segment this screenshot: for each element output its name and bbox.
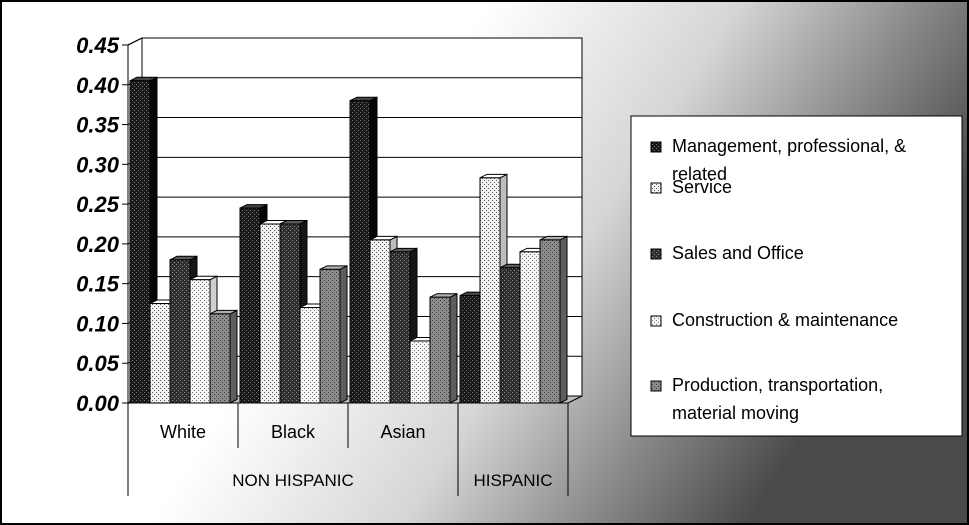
y-tick-label: 0.00	[76, 391, 120, 416]
category-label: White	[160, 422, 206, 442]
legend-swatch	[650, 141, 662, 153]
group-label: NON HISPANIC	[232, 471, 354, 490]
category-label: Black	[271, 422, 316, 442]
legend-entry: Production, transportation, material movi…	[650, 375, 883, 423]
bar	[429, 292, 458, 404]
y-tick-label: 0.25	[76, 192, 120, 217]
y-tick-label: 0.15	[76, 272, 120, 297]
legend-label: Construction & maintenance	[672, 310, 898, 330]
gridline	[127, 37, 582, 46]
legend-entry: Management, professional, & related	[650, 136, 906, 184]
legend-swatch	[650, 182, 662, 194]
legend-label: Sales and Office	[672, 243, 804, 263]
legend-label: Management, professional, &	[672, 136, 906, 156]
legend-entry: Sales and Office	[650, 243, 804, 263]
bar	[539, 235, 568, 404]
legend-label: Production, transportation,	[672, 375, 883, 395]
legend-box	[630, 115, 963, 437]
legend-label: Service	[672, 177, 732, 197]
legend-label: related	[672, 164, 727, 184]
category-label: Asian	[380, 422, 425, 442]
bar	[209, 309, 238, 404]
y-tick-label: 0.45	[76, 33, 120, 58]
bar	[319, 265, 348, 404]
legend-swatch	[650, 248, 662, 260]
y-tick-label: 0.30	[76, 152, 120, 177]
y-tick-label: 0.10	[76, 311, 120, 336]
y-tick-label: 0.05	[76, 351, 120, 376]
bars	[129, 76, 568, 404]
group-label: HISPANIC	[473, 471, 552, 490]
legend-entry: Service	[650, 177, 732, 197]
legend-swatch	[650, 380, 662, 392]
legend-swatch	[650, 315, 662, 327]
y-tick-label: 0.20	[76, 232, 120, 257]
y-tick-label: 0.40	[76, 73, 120, 98]
axes: 0.00 0.05 0.10 0.15 0.20 0.25 0.30 0.35 0.40 0.45…	[76, 33, 569, 496]
y-tick-label: 0.35	[76, 113, 120, 138]
legend-entry: Construction & maintenance	[650, 310, 898, 330]
legend: Management, professional, & relatedServic…	[630, 115, 963, 437]
legend-label: material moving	[672, 403, 799, 423]
